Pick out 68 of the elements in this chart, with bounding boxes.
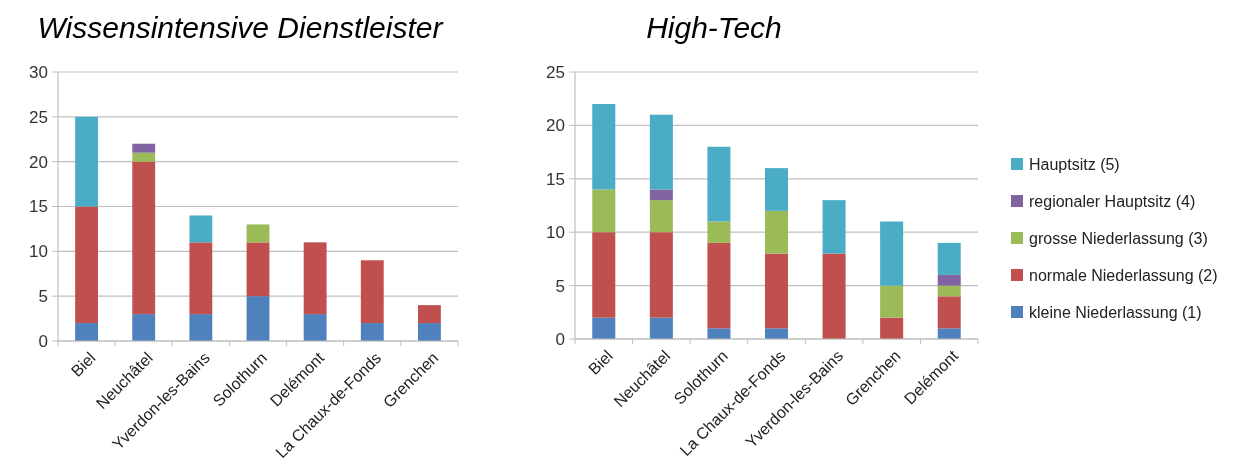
bar (75, 116, 98, 207)
bar (764, 253, 789, 329)
bar (189, 242, 213, 315)
bar (649, 317, 673, 339)
bar (75, 206, 98, 324)
bar (592, 104, 616, 190)
y-tick-label: 25 (546, 62, 565, 82)
y-tick-label: 15 (29, 197, 48, 217)
bar (937, 285, 961, 297)
bar (822, 253, 846, 339)
y-tick-label: 20 (546, 116, 565, 136)
bar (189, 314, 213, 341)
bar (707, 221, 731, 243)
y-tick-label: 25 (29, 107, 48, 127)
chart-title: High-Tech (646, 11, 782, 44)
bar (189, 215, 213, 243)
x-tick-label: Biel (67, 349, 99, 380)
legend-label: Hauptsitz (5) (1029, 155, 1120, 173)
bar (880, 285, 904, 318)
y-tick-label: 0 (555, 329, 565, 349)
bar (132, 152, 156, 162)
bar (360, 323, 384, 341)
bar (592, 189, 616, 233)
y-tick-label: 5 (555, 276, 565, 296)
bar (303, 242, 327, 315)
bar (132, 314, 156, 341)
bar (822, 200, 846, 254)
bar (649, 200, 673, 233)
bar (132, 161, 156, 315)
bar (937, 242, 961, 275)
y-tick-label: 10 (546, 223, 565, 243)
bar (764, 210, 789, 254)
bar (132, 143, 156, 153)
chart-title: Wissensintensive Dienstleister (37, 11, 444, 44)
y-tick-label: 10 (29, 242, 48, 262)
bar (246, 296, 270, 341)
bar (937, 274, 961, 286)
bar (880, 221, 904, 286)
y-tick-label: 30 (29, 62, 48, 82)
y-tick-label: 5 (38, 287, 48, 307)
bar (303, 314, 327, 341)
bar (246, 242, 270, 297)
y-tick-label: 15 (546, 169, 565, 189)
bar (592, 232, 616, 318)
bar (707, 242, 731, 329)
legend-label: grosse Niederlassung (3) (1029, 229, 1208, 247)
bar (246, 224, 270, 243)
bar (649, 114, 673, 190)
legend-label: kleine Niederlassung (1) (1029, 303, 1202, 321)
bar (418, 323, 441, 341)
bar (880, 317, 904, 339)
bar (592, 317, 616, 339)
bar (937, 328, 961, 339)
bar (937, 296, 961, 329)
bar (649, 189, 673, 201)
bar (360, 260, 384, 324)
bar (75, 323, 98, 341)
bar (764, 328, 789, 339)
legend-label: normale Niederlassung (2) (1029, 266, 1218, 284)
legend-label: regionaler Hauptsitz (4) (1029, 192, 1196, 210)
x-tick-label: Biel (584, 347, 616, 378)
bar (707, 328, 731, 339)
bar (418, 305, 441, 324)
bar (707, 146, 731, 222)
bar (764, 168, 789, 211)
y-tick-label: 0 (38, 331, 48, 351)
bar (649, 232, 673, 318)
y-tick-label: 20 (29, 152, 48, 172)
